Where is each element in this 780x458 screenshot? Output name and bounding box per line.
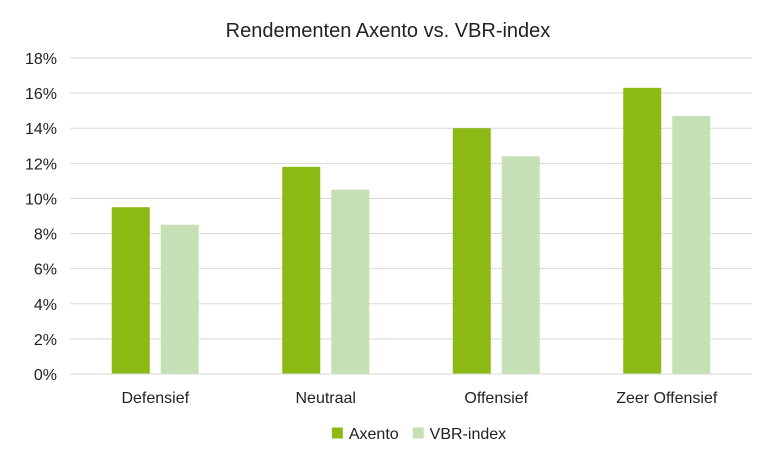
bar-vbr-index-neutraal (331, 189, 370, 374)
x-tick-label: Neutraal (296, 390, 356, 407)
bar-axento-offensief (452, 128, 491, 374)
y-tick-label: 2% (34, 332, 57, 349)
bar-vbr-index-defensief (160, 224, 199, 374)
x-tick-label: Offensief (464, 390, 528, 407)
y-tick-label: 14% (25, 121, 57, 138)
bar-vbr-index-zeer-offensief (672, 115, 711, 374)
bar-axento-zeer-offensief (623, 87, 662, 374)
x-axis-tick-labels: Defensief Neutraal Offensief Zeer Offensief (121, 390, 717, 407)
legend-label: VBR-index (430, 426, 506, 443)
legend: Axento VBR-index (331, 426, 506, 443)
y-tick-label: 12% (25, 156, 57, 173)
y-tick-label: 10% (25, 191, 57, 208)
y-tick-label: 0% (34, 367, 57, 384)
x-tick-label: Zeer Offensief (616, 390, 718, 407)
legend-label: Axento (349, 426, 399, 443)
bars (111, 87, 711, 374)
y-tick-label: 16% (25, 86, 57, 103)
y-tick-label: 18% (25, 51, 57, 68)
chart-title: Rendementen Axento vs. VBR-index (226, 20, 551, 42)
bar-axento-neutraal (282, 166, 321, 374)
legend-swatch (412, 427, 424, 439)
legend-entry: Axento (331, 426, 399, 443)
x-tick-label: Defensief (121, 390, 189, 407)
bar-axento-defensief (111, 207, 150, 374)
y-tick-label: 8% (34, 227, 57, 244)
legend-swatch (331, 427, 343, 439)
y-axis-tick-labels: 0% 2% 4% 6% 8% 10% 12% 14% 16% 18% (25, 51, 57, 384)
legend-entry: VBR-index (412, 426, 506, 443)
y-tick-label: 6% (34, 262, 57, 279)
bar-vbr-index-offensief (501, 156, 540, 374)
y-tick-label: 4% (34, 297, 57, 314)
